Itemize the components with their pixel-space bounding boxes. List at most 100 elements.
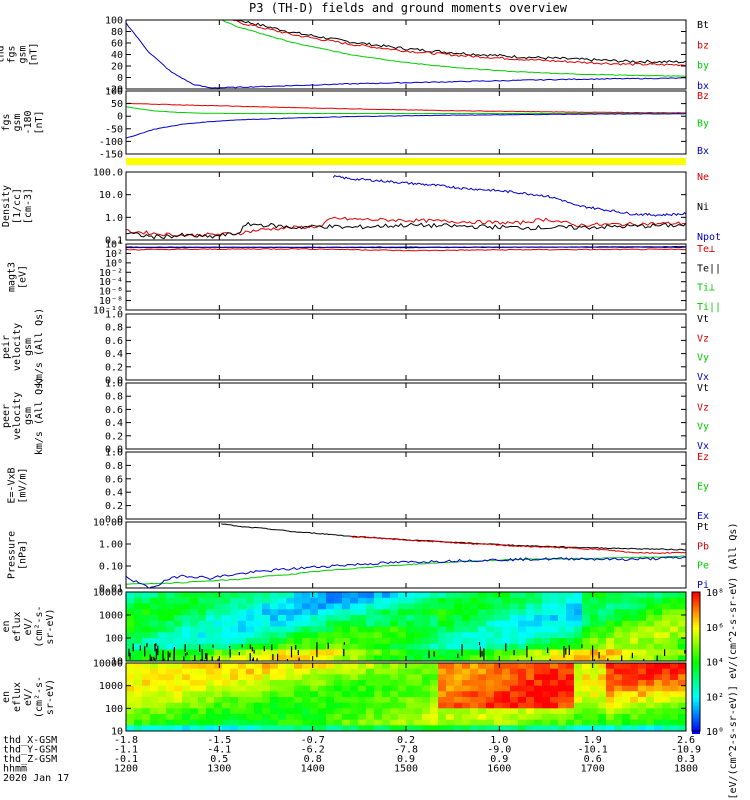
y-tick-label: 100 [105, 16, 123, 27]
series-fgs-bx [126, 22, 686, 89]
footer-value: 0.8 [304, 754, 322, 765]
y-tick-label: -20 [105, 85, 123, 96]
footer-value: -1.5 [207, 735, 231, 746]
legend-fgs-3: bx [697, 81, 709, 92]
footer-value: -6.2 [301, 745, 325, 756]
y-tick-label: 20 [111, 62, 123, 73]
y-tick-label: 0.4 [105, 488, 123, 499]
legend-density-0: Ne [697, 172, 709, 183]
legend-efield-0: Ez [697, 452, 709, 463]
y-tick-label: 0 [117, 112, 123, 123]
y-tick-label: 0.10 [99, 562, 123, 573]
series-fgs180-Bx [126, 113, 686, 139]
footer-value: 1600 [487, 764, 511, 775]
y-tick-label: 0.2 [105, 501, 123, 512]
footer-row-label: thd_X-GSM [3, 735, 57, 746]
colorbar-tick: 10⁸ [706, 588, 724, 599]
footer-row-label: thd_Y-GSM [3, 745, 57, 756]
footer-value: -1.1 [114, 745, 138, 756]
y-tick-label: 60 [111, 39, 123, 50]
legend-magt3-1: Te|| [697, 263, 721, 274]
y-axis-label: thdfgsgsm[nT] [0, 42, 40, 66]
panel-peerflux: 10000 1000 100 10 thdpeerenefluxeV/(cm²-s-sr… [0, 659, 687, 738]
y-tick-label: 10⁴ [105, 240, 123, 251]
heatmap-peerflux [126, 663, 686, 731]
y-tick-label: 1.0 [105, 310, 123, 321]
y-tick-label: 0.8 [105, 392, 123, 403]
footer-value: -4.1 [207, 745, 231, 756]
y-axis-label: thdpeerenefluxeV/(cm²-s-sr-eV) [0, 676, 56, 718]
y-tick-label: 1000 [99, 681, 123, 692]
legend-peirvel-2: Vy [697, 353, 709, 364]
panel-peervel: 1.0 0.8 0.6 0.4 0.2 0.0 thdpeervelocitygsmkm/s… [0, 377, 709, 456]
series-fgs180-By [126, 106, 686, 115]
legend-pressure-2: Pe [697, 561, 709, 572]
legend-density-1: Ni [697, 202, 709, 213]
y-axis-label: magt3[eV] [7, 262, 29, 292]
y-axis-label: thdpeirvelocitygsmkm/s (All Qs) [0, 308, 45, 386]
y-tick-label: -50 [105, 124, 123, 135]
footer-date: 2020 Jan 17 [3, 773, 69, 784]
legend-fgs180-0: Bz [697, 91, 709, 102]
footer-value: 0.2 [397, 735, 415, 746]
y-tick-label: -150 [99, 150, 123, 161]
series-pressure-Pb [349, 535, 686, 555]
legend-efield-2: Ex [697, 511, 709, 522]
panel-frame [125, 313, 687, 381]
y-tick-label: 0.6 [105, 474, 123, 485]
footer-value: 1800 [674, 764, 698, 775]
footer-value: -0.7 [301, 735, 325, 746]
panel-pressure: 10.00 1.00 0.10 0.01 Pressure[nPa] Pt Pb Pe Pi [7, 518, 710, 595]
legend-pressure-3: Pi [697, 580, 709, 591]
series-pressure-Pe [126, 555, 686, 585]
panel-frame [125, 243, 687, 311]
legend-fgs-1: bz [697, 40, 709, 51]
legend-density-2: Npot [697, 232, 721, 243]
footer-value: -1.8 [114, 735, 138, 746]
y-tick-label: 10.0 [99, 190, 123, 201]
y-tick-label: 1.0 [105, 213, 123, 224]
y-tick-label: 0.2 [105, 431, 123, 442]
footer-row-label: thd_Z-GSM [3, 754, 57, 765]
footer-value: 0.6 [584, 754, 602, 765]
footer-value: 0.9 [397, 754, 415, 765]
y-tick-label: 0.6 [105, 336, 123, 347]
y-tick-label: 100.0 [93, 168, 123, 179]
y-tick-label: 10000 [93, 588, 123, 599]
footer-value: 0.3 [677, 754, 695, 765]
y-tick-label: 10000 [93, 659, 123, 670]
legend-peervel-3: Vx [697, 441, 709, 452]
footer-value: 1400 [301, 764, 325, 775]
y-tick-label: 0.01 [99, 584, 123, 595]
panel-frame [125, 451, 687, 520]
y-tick-label: -100 [99, 137, 123, 148]
y-tick-label: 80 [111, 27, 123, 38]
legend-peirvel-1: Vz [697, 333, 709, 344]
series-fgs180-Bz [126, 102, 686, 114]
y-tick-label: 1.00 [99, 540, 123, 551]
y-axis-label: thdpeirenefluxeV/(cm²-s-sr-eV) [0, 605, 56, 647]
y-tick-label: 0.6 [105, 405, 123, 416]
y-tick-label: 1000 [99, 611, 123, 622]
legend-peirvel-0: Vt [697, 314, 709, 325]
y-tick-label: 0.2 [105, 362, 123, 373]
legend-fgs180-1: By [697, 119, 709, 130]
y-tick-label: 40 [111, 50, 123, 61]
colorbar-tick: 10⁰ [706, 727, 724, 738]
footer-value: -10.9 [671, 745, 701, 756]
series-fgs-by [220, 20, 686, 78]
legend-peervel-2: Vy [697, 422, 709, 433]
y-tick-label: 10⁰ [105, 258, 123, 269]
y-tick-label: 10⁻¹⁰ [93, 306, 123, 317]
y-tick-label: 100 [105, 704, 123, 715]
heatmap-peirflux [126, 592, 686, 661]
legend-fgs180-2: Bx [697, 146, 709, 157]
y-axis-label: Density[1/cc][cm-3] [1, 185, 34, 227]
footer-value: 2.6 [677, 735, 695, 746]
legend-magt3-2: Ti⊥ [697, 283, 715, 294]
y-tick-label: 10.00 [93, 518, 123, 529]
legend-peirvel-3: Vx [697, 372, 709, 383]
